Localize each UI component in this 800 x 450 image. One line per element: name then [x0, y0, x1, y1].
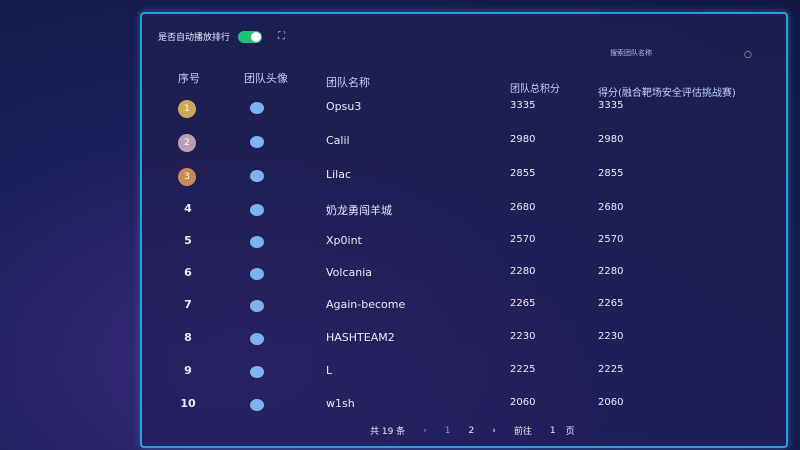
- team-score: 2230: [598, 331, 624, 342]
- team-total: 2855: [510, 168, 536, 179]
- col-avatar: 团队头像: [244, 72, 288, 85]
- team-total: 2225: [510, 364, 536, 375]
- col-name: 团队名称: [326, 76, 370, 89]
- page-1-button[interactable]: 1: [444, 425, 451, 436]
- team-score: 2855: [598, 168, 624, 179]
- team-total: 2980: [510, 134, 536, 145]
- team-avatar-icon: [250, 399, 264, 411]
- team-total: 2230: [510, 331, 536, 342]
- team-score: 2060: [598, 397, 624, 408]
- team-total: 2060: [510, 397, 536, 408]
- table-row: 7 Again-become 2265 2265: [142, 298, 786, 328]
- team-name: Volcania: [326, 266, 373, 279]
- table-row: 2 Calil 2980 2980: [142, 134, 786, 164]
- team-score: 2570: [598, 234, 624, 245]
- col-score: 得分(融合靶场安全评估挑战赛): [598, 88, 736, 99]
- team-name: HASHTEAM2: [326, 331, 395, 344]
- team-total: 3335: [510, 100, 536, 111]
- team-score: 3335: [598, 100, 624, 111]
- team-avatar-icon: [250, 333, 264, 345]
- rank-medal: 1: [178, 100, 196, 118]
- team-name: Calil: [326, 134, 350, 147]
- page-unit: 页: [565, 427, 575, 437]
- team-name: w1sh: [326, 397, 355, 410]
- team-name: Lilac: [326, 168, 352, 181]
- rank: 8: [184, 331, 192, 344]
- table-row: 4 奶龙勇闯羊城 2680 2680: [142, 202, 786, 232]
- team-name: 奶龙勇闯羊城: [326, 204, 392, 217]
- pagination: 共 19 条 ‹ 1 2 › 前往 1 页: [370, 424, 575, 438]
- goto-label: 前往: [513, 427, 532, 437]
- team-name: Xp0int: [326, 234, 362, 247]
- leaderboard-panel: 是否自动播放排行 ⛶ 搜索团队名称 ○ 序号 团队头像 团队名称 团队总积分 得…: [140, 12, 788, 448]
- rank: 9: [184, 364, 192, 377]
- team-score: 2680: [598, 202, 624, 213]
- rank: 4: [184, 202, 192, 215]
- autoplay-toggle[interactable]: [238, 30, 263, 43]
- col-total: 团队总积分: [510, 84, 560, 95]
- goto-page-input[interactable]: 1: [549, 425, 556, 436]
- team-avatar-icon: [250, 136, 264, 148]
- total-count: 共 19 条: [370, 427, 406, 437]
- search-icon[interactable]: ○: [744, 50, 752, 60]
- table-row: 6 Volcania 2280 2280: [142, 266, 786, 296]
- team-score: 2225: [598, 364, 624, 375]
- rank: 6: [184, 266, 192, 279]
- col-rank: 序号: [178, 72, 200, 85]
- rank: 5: [184, 234, 192, 247]
- expand-icon[interactable]: ⛶: [278, 31, 286, 42]
- table-row: 10 w1sh 2060 2060: [142, 397, 786, 427]
- autoplay-label: 是否自动播放排行: [158, 33, 231, 43]
- team-name: Opsu3: [326, 100, 362, 113]
- team-avatar-icon: [250, 268, 264, 280]
- team-score: 2280: [598, 266, 624, 277]
- team-score: 2265: [598, 298, 624, 309]
- team-name: Again-become: [326, 298, 406, 311]
- table-row: 1 Opsu3 3335 3335: [142, 100, 786, 130]
- table-row: 9 L 2225 2225: [142, 364, 786, 394]
- team-score: 2980: [598, 134, 624, 145]
- team-avatar-icon: [250, 300, 264, 312]
- team-avatar-icon: [250, 170, 264, 182]
- team-avatar-icon: [250, 204, 264, 216]
- search-input[interactable]: 搜索团队名称: [610, 49, 652, 57]
- team-avatar-icon: [250, 102, 264, 114]
- table-row: 5 Xp0int 2570 2570: [142, 234, 786, 264]
- table-row: 8 HASHTEAM2 2230 2230: [142, 331, 786, 361]
- team-total: 2570: [510, 234, 536, 245]
- team-total: 2280: [510, 266, 536, 277]
- table-row: 3 Lilac 2855 2855: [142, 168, 786, 198]
- rank-medal: 2: [178, 134, 196, 152]
- prev-page-button[interactable]: ‹: [423, 425, 427, 436]
- team-name: L: [326, 364, 333, 377]
- team-avatar-icon: [250, 366, 264, 378]
- rank-medal: 3: [178, 168, 196, 186]
- team-total: 2265: [510, 298, 536, 309]
- next-page-button[interactable]: ›: [492, 425, 496, 436]
- toolbar: 是否自动播放排行 ⛶: [158, 30, 285, 43]
- page-2-button[interactable]: 2: [468, 425, 475, 436]
- rank: 10: [180, 397, 196, 410]
- rank: 7: [184, 298, 192, 311]
- team-total: 2680: [510, 202, 536, 213]
- team-avatar-icon: [250, 236, 264, 248]
